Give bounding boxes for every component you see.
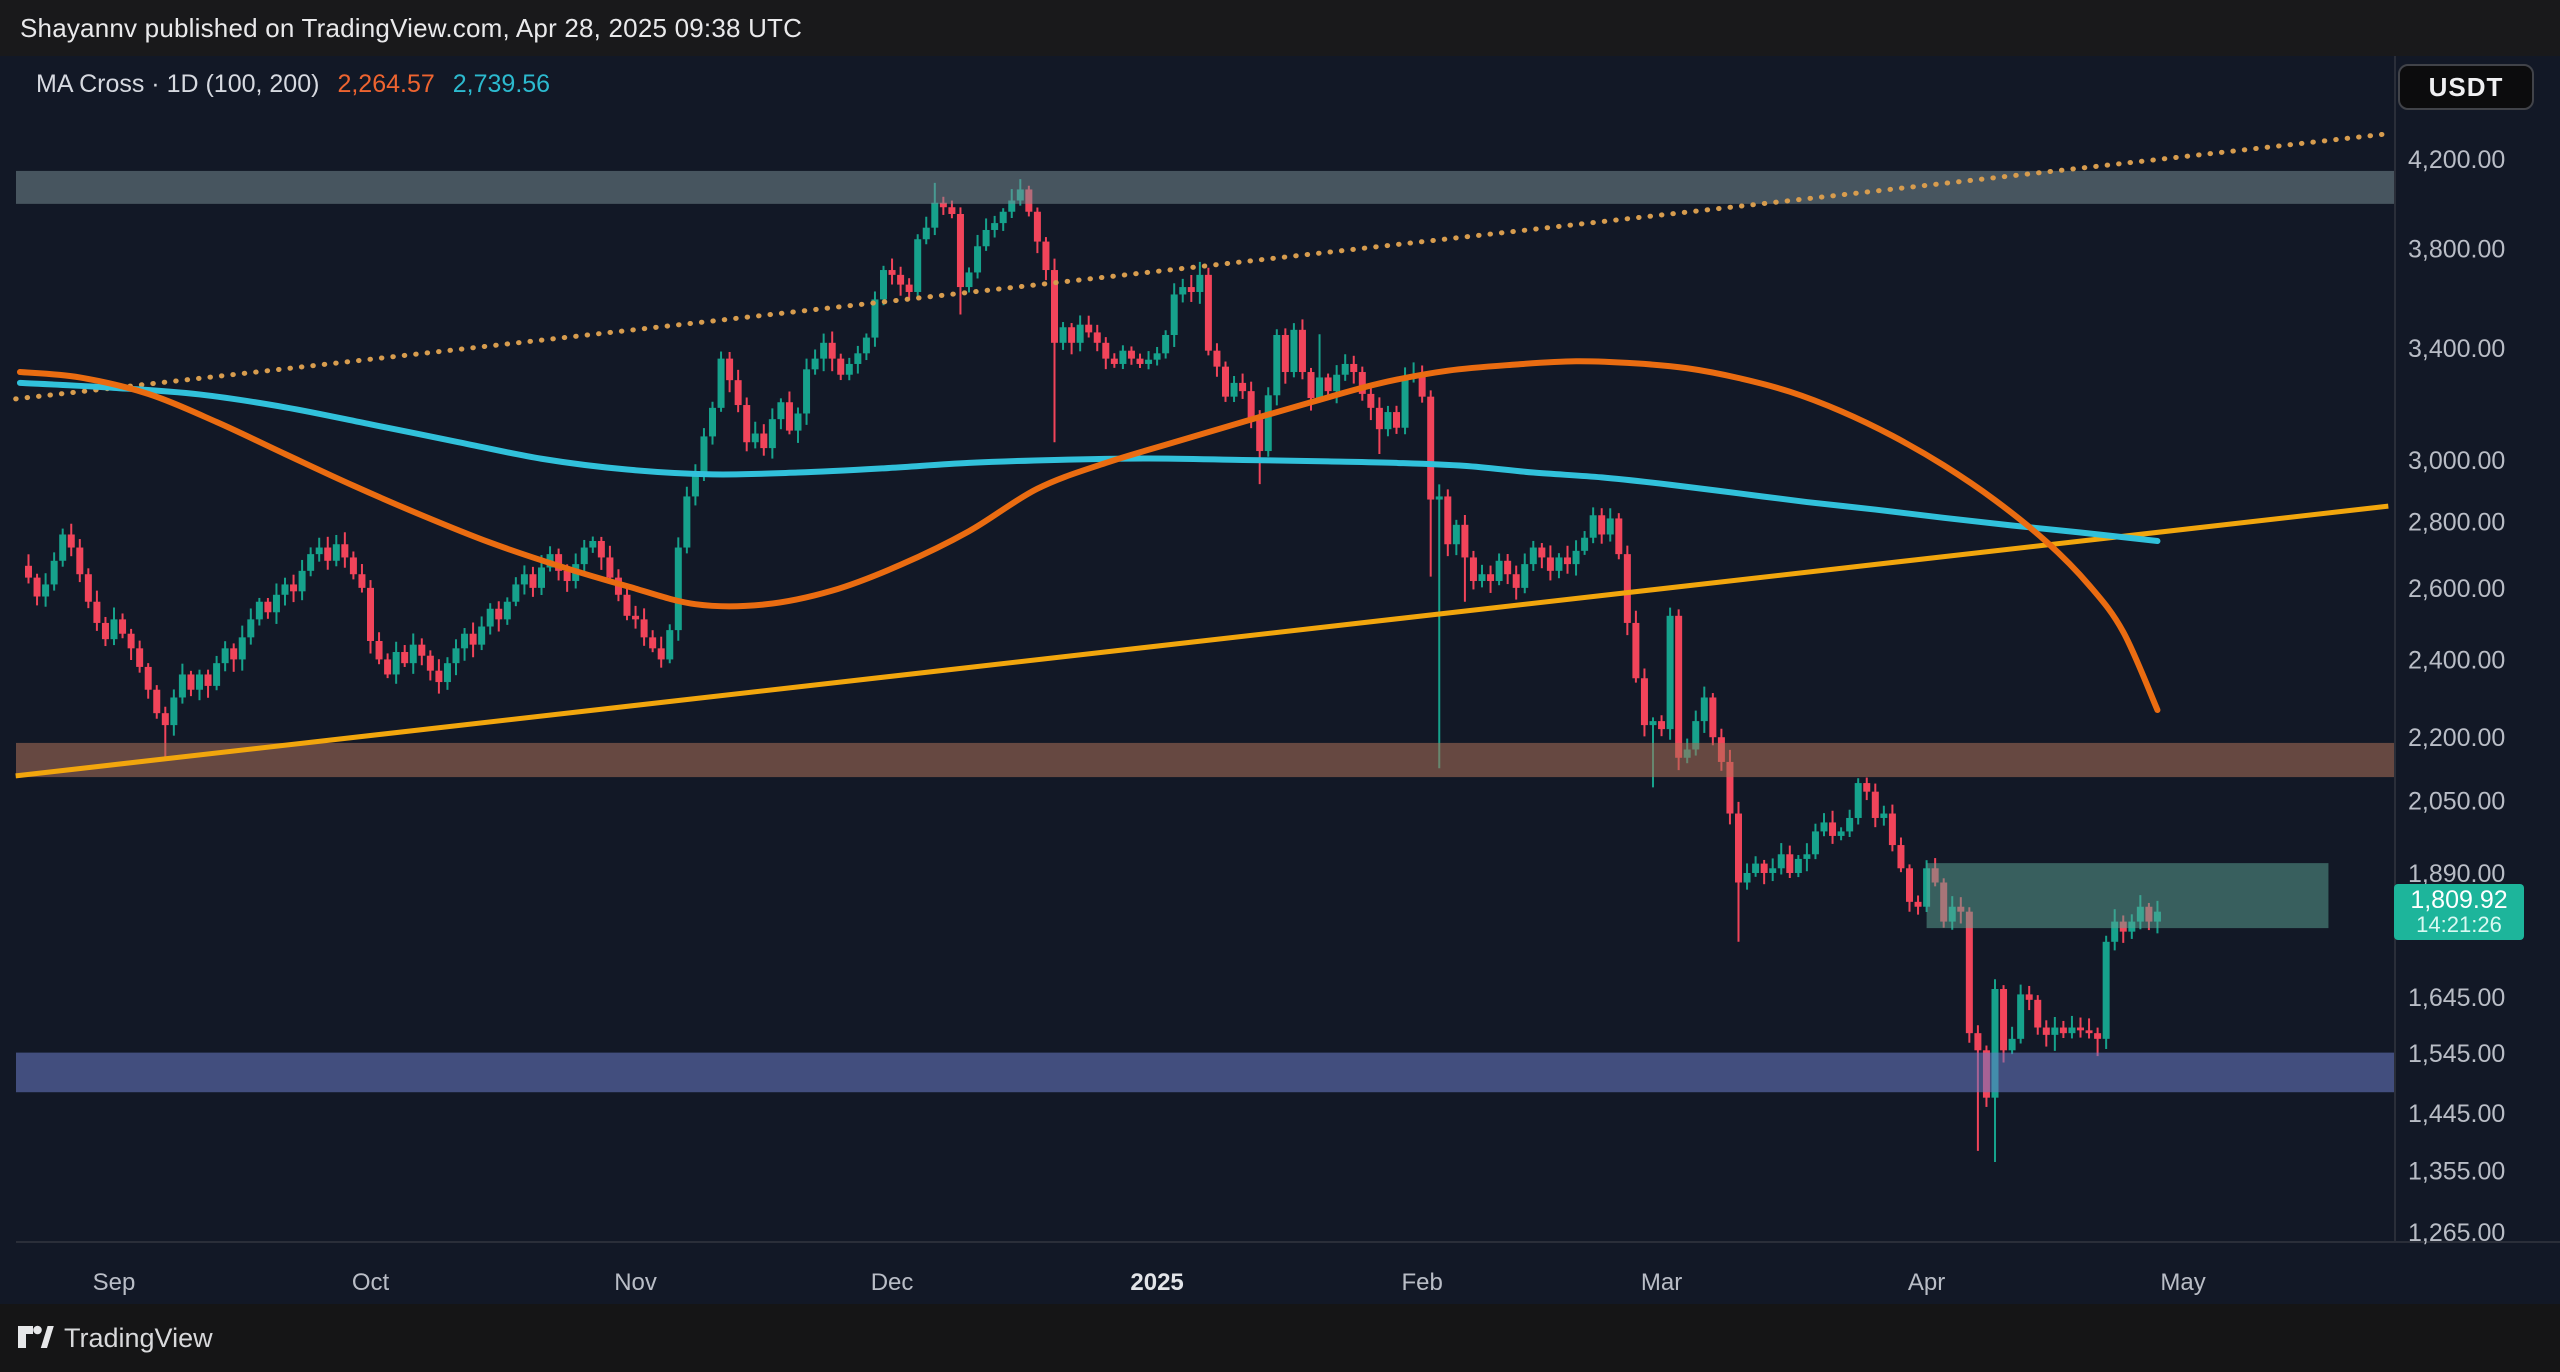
ma-line-ma100[interactable]: [16, 358, 2161, 714]
price-zones: [16, 170, 2395, 1093]
bar-countdown: 14:21:26: [2416, 912, 2502, 938]
time-axis-label: Mar: [1641, 1269, 1682, 1296]
time-axis-label: Nov: [614, 1269, 657, 1296]
price-axis-label: 2,800.00: [2408, 509, 2505, 537]
symbol-button[interactable]: USDT: [2398, 64, 2534, 110]
price-axis-label: 3,800.00: [2408, 236, 2505, 264]
ma200-value: 2,739.56: [452, 70, 551, 98]
price-axis-label: 3,000.00: [2408, 447, 2505, 475]
ma100-value: 2,264.57: [337, 70, 435, 98]
last-price-badge: 1,809.92 14:21:26: [2394, 883, 2524, 940]
chart-pane[interactable]: 4,200.00 3,800.00 3,400.00 3,000.00 2,800.00…: [0, 56, 2560, 1304]
solid-trendline[interactable]: [15, 503, 2389, 779]
candlestick-chart[interactable]: 4,200.00 3,800.00 3,400.00 3,000.00 2,800.00…: [0, 56, 2560, 1304]
time-axis-label: Sep: [93, 1269, 136, 1296]
price-axis-label: 1,645.00: [2408, 984, 2505, 1012]
price-axis-label: 1,445.00: [2408, 1100, 2505, 1128]
dotted-trendline[interactable]: [13, 131, 2391, 402]
time-axis-label: Dec: [871, 1269, 914, 1296]
footer: TradingView: [0, 1304, 2560, 1372]
candlestick-series: [25, 179, 2161, 1162]
attribution-text: Shayannv published on TradingView.com, A…: [20, 12, 803, 43]
price-axis-label: 2,200.00: [2408, 724, 2505, 752]
price-axis-label: 1,355.00: [2408, 1158, 2505, 1186]
time-axis[interactable]: Sep Oct Nov Dec 2025 Feb Mar Apr May: [93, 1269, 2206, 1296]
price-axis-label: 1,545.00: [2408, 1040, 2505, 1068]
price-axis[interactable]: 4,200.00 3,800.00 3,400.00 3,000.00 2,800.00…: [2408, 146, 2505, 1247]
tradingview-logo-icon: [18, 1325, 54, 1348]
chart-background: [0, 56, 2560, 1304]
time-axis-label: 2025: [1130, 1269, 1183, 1296]
price-axis-label: 1,890.00: [2408, 860, 2505, 888]
price-axis-label: 3,400.00: [2408, 335, 2505, 363]
resistance-zone[interactable]: [16, 170, 2395, 204]
time-axis-label: Oct: [352, 1269, 390, 1296]
support-zone[interactable]: [16, 1052, 2395, 1093]
time-axis-label: May: [2160, 1269, 2205, 1296]
demand-zone[interactable]: [1926, 863, 2329, 929]
ma-line-ma200[interactable]: [16, 379, 2161, 544]
time-axis-label: Feb: [1401, 1269, 1442, 1296]
footer-brand-text[interactable]: TradingView: [64, 1322, 213, 1353]
price-axis-label: 2,400.00: [2408, 646, 2505, 674]
price-axis-label: 2,600.00: [2408, 575, 2505, 603]
attribution-bar: Shayannv published on TradingView.com, A…: [0, 0, 2560, 56]
price-axis-label: 1,265.00: [2408, 1219, 2505, 1247]
price-axis-label: 4,200.00: [2408, 146, 2505, 174]
last-price-value: 1,809.92: [2410, 886, 2508, 915]
indicator-title: MA Cross · 1D (100, 200): [36, 70, 320, 98]
price-axis-label: 2,050.00: [2408, 787, 2505, 815]
time-axis-label: Apr: [1908, 1269, 1945, 1296]
indicator-legend[interactable]: MA Cross · 1D (100, 200) 2,264.57 2,739.…: [36, 70, 550, 99]
broken-support-zone[interactable]: [16, 742, 2395, 778]
